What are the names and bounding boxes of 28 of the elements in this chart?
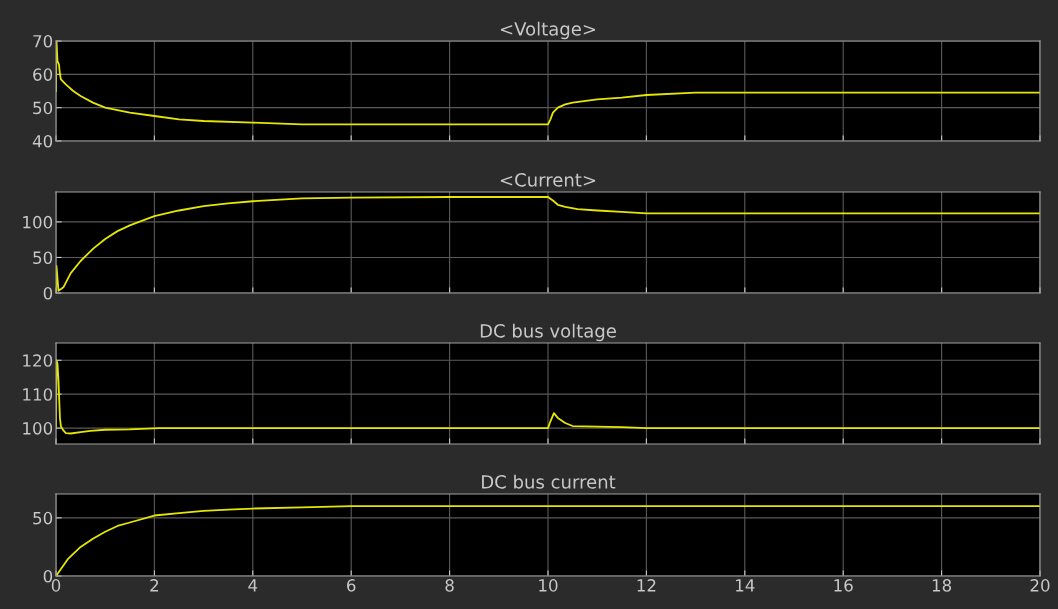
x-tick-label: 16: [834, 579, 853, 592]
y-tick-label: 100: [23, 422, 53, 435]
chart-title: DC bus voltage: [480, 323, 616, 342]
y-tick-label: 50: [33, 101, 53, 115]
chart-title: <Voltage>: [500, 21, 596, 40]
y-tick-label: 120: [23, 354, 53, 367]
x-tick-label: 20: [1030, 579, 1050, 592]
y-tick-label: 100: [23, 215, 53, 229]
y-tick-label: 0: [43, 286, 53, 300]
y-tick-label: 50: [33, 511, 53, 525]
x-tick-label: 6: [347, 579, 356, 592]
y-tick-label: 40: [32, 134, 53, 148]
y-tick-label: 50: [33, 251, 53, 265]
y-tick-label: 0: [43, 569, 53, 583]
y-tick-label: 70: [33, 34, 53, 48]
x-tick-label: 2: [150, 579, 159, 592]
chart-title: <Current>: [500, 173, 596, 187]
line-series: [56, 359, 1040, 435]
y-tick-label: 60: [33, 68, 53, 81]
x-tick-label: 4: [248, 579, 258, 592]
chart-title: DC bus current: [482, 474, 616, 489]
y-tick-label: 110: [23, 388, 53, 401]
x-tick-label: 10: [539, 579, 558, 592]
x-tick-label: 0: [51, 579, 61, 592]
x-tick-label: 18: [932, 579, 952, 592]
x-tick-label: 8: [445, 579, 454, 592]
x-tick-label: 12: [637, 579, 656, 592]
x-tick-label: 14: [736, 579, 755, 592]
